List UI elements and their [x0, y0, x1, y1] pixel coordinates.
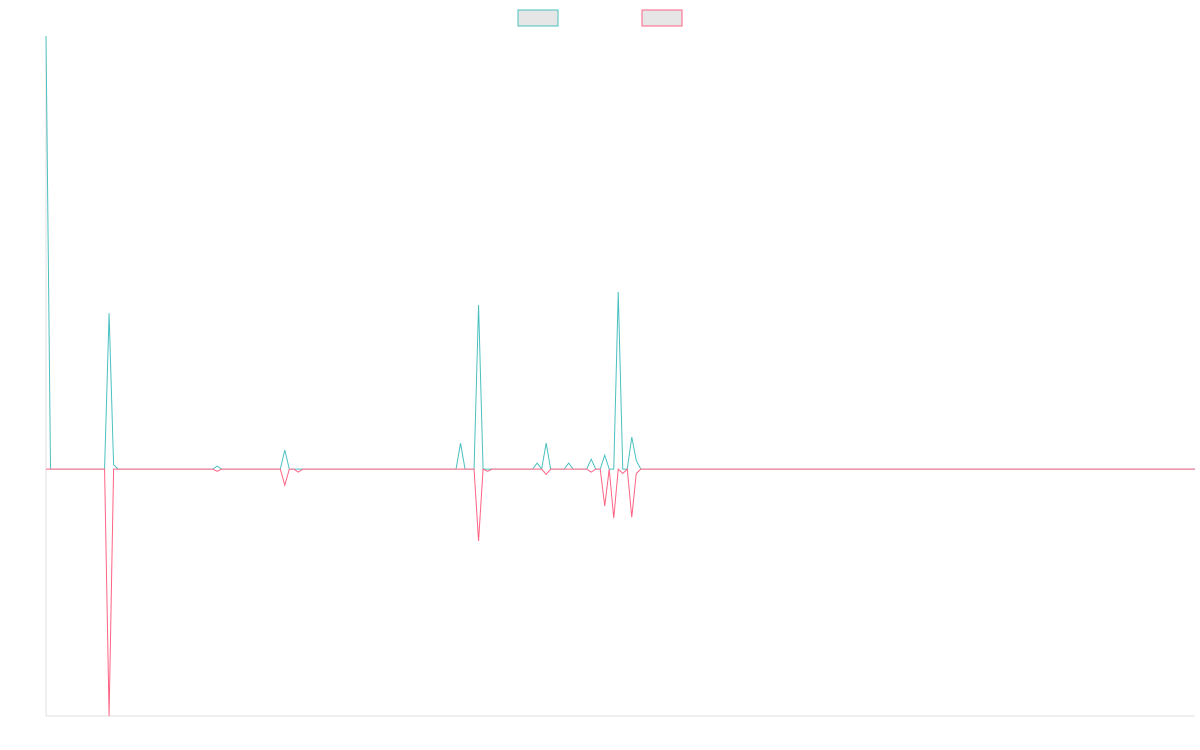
legend-swatch: [641, 9, 683, 27]
legend-swatch: [517, 9, 559, 27]
series-line: [46, 468, 1195, 717]
series-line: [45, 35, 1195, 471]
